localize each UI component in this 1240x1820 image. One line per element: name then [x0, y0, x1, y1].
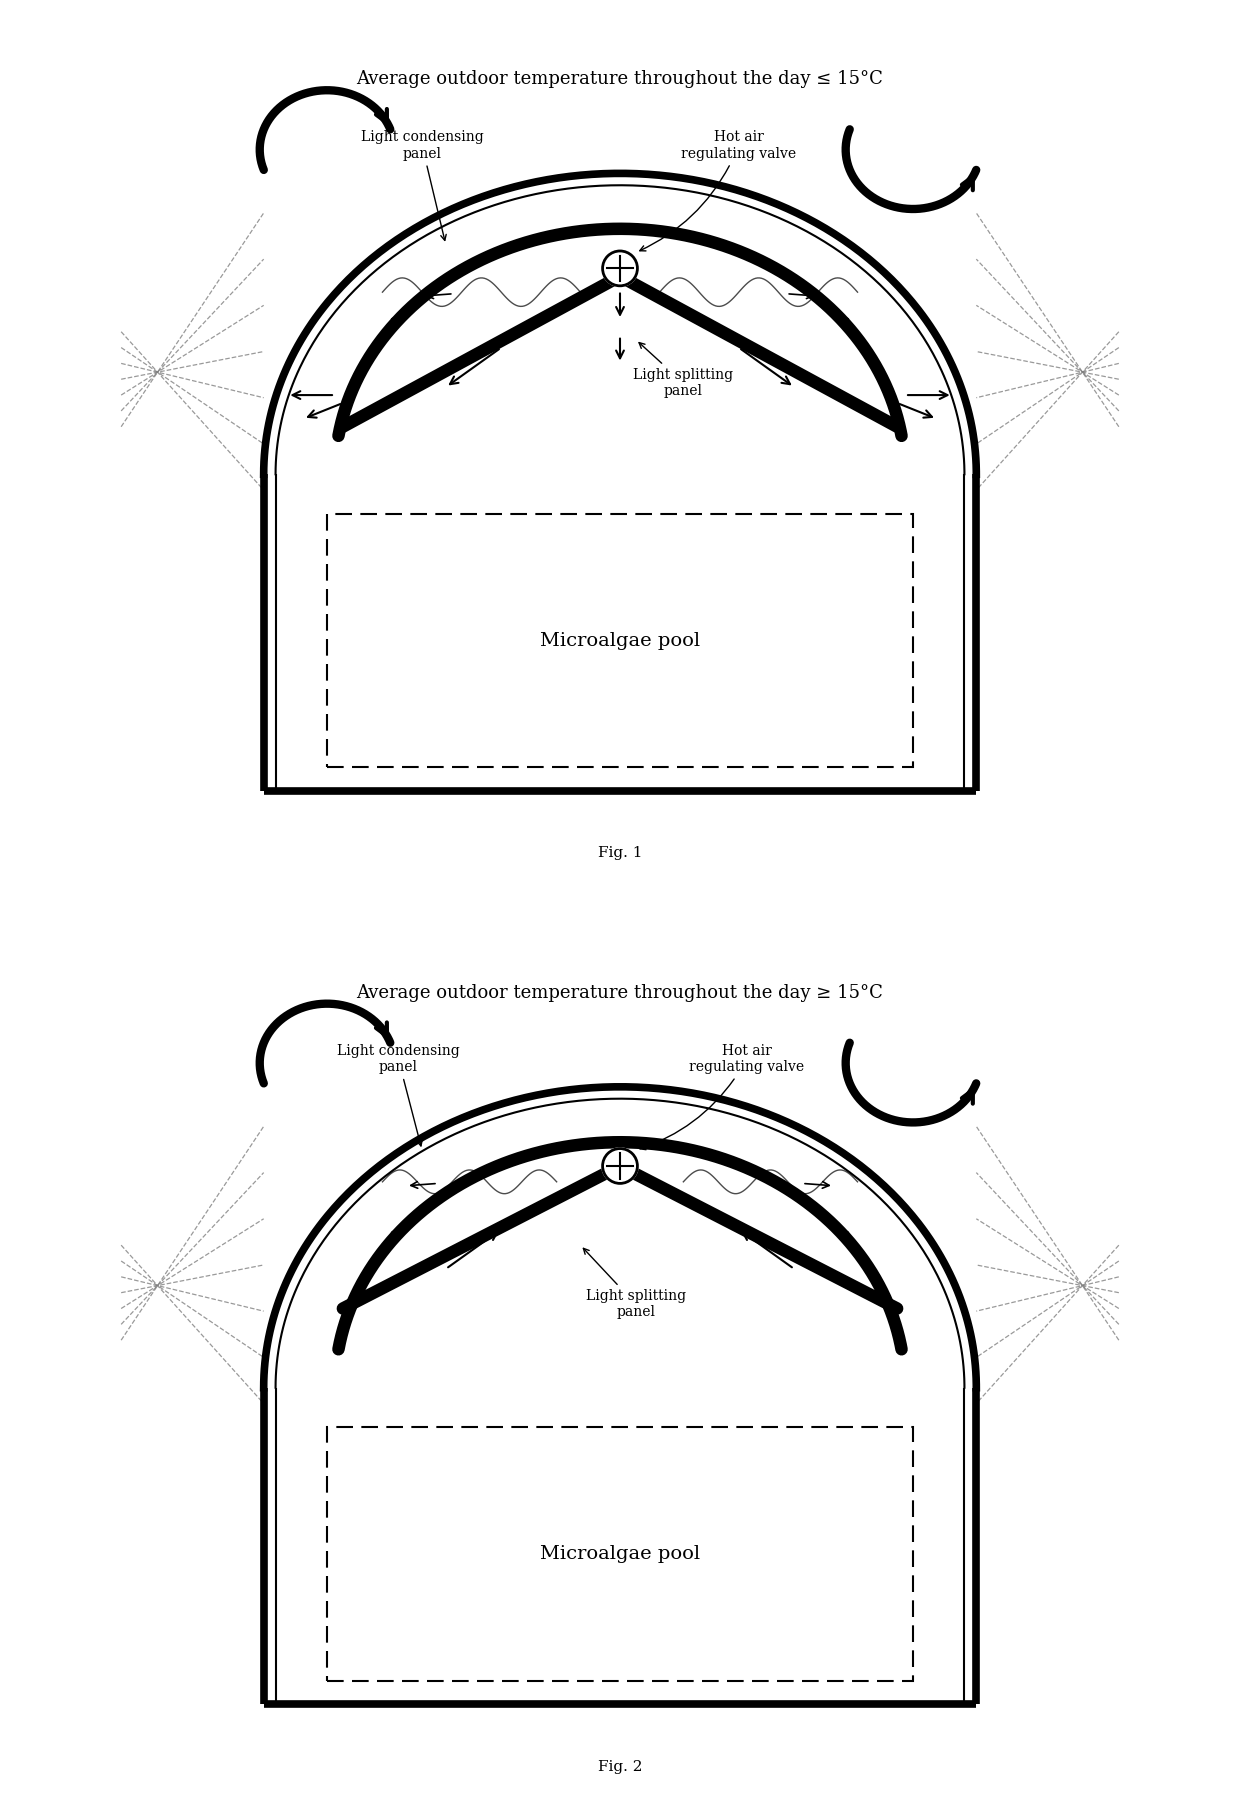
Text: Light splitting
panel: Light splitting panel — [634, 342, 733, 399]
Text: Hot air
regulating valve: Hot air regulating valve — [640, 1043, 805, 1150]
Text: Fig. 2: Fig. 2 — [598, 1760, 642, 1774]
Text: Average outdoor temperature throughout the day ≥ 15°C: Average outdoor temperature throughout t… — [357, 985, 883, 1001]
Text: Hot air
regulating valve: Hot air regulating valve — [640, 131, 796, 251]
Text: Light condensing
panel: Light condensing panel — [361, 131, 484, 240]
Bar — [327, 1427, 913, 1680]
Text: Light splitting
panel: Light splitting panel — [583, 1249, 686, 1320]
Circle shape — [603, 1148, 637, 1183]
Text: Light condensing
panel: Light condensing panel — [337, 1043, 460, 1147]
Circle shape — [603, 251, 637, 286]
Text: Fig. 1: Fig. 1 — [598, 846, 642, 861]
Bar — [327, 513, 913, 768]
Text: Average outdoor temperature throughout the day ≤ 15°C: Average outdoor temperature throughout t… — [357, 71, 883, 89]
Text: Microalgae pool: Microalgae pool — [539, 632, 701, 650]
Text: Microalgae pool: Microalgae pool — [539, 1545, 701, 1563]
